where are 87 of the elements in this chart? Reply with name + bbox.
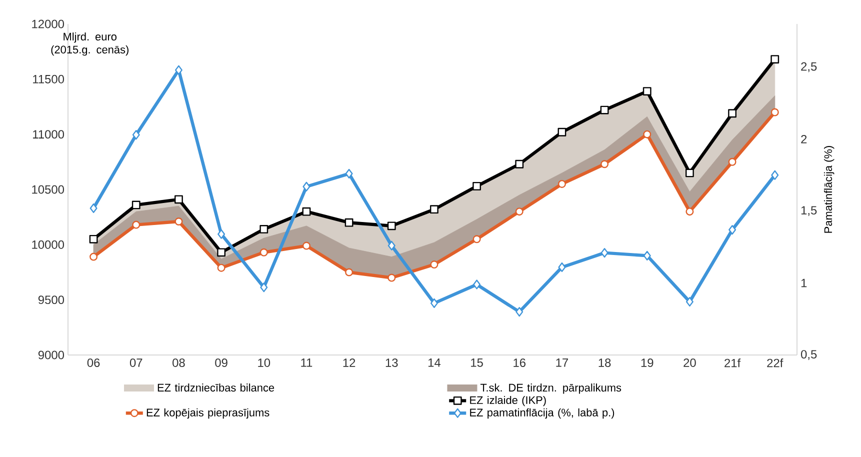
point [430, 298, 438, 308]
legend-label: EZ pamatinflācija (%, labā p.) [470, 408, 614, 419]
point [388, 274, 396, 282]
x-tick-label: 16 [514, 358, 526, 367]
point [515, 160, 524, 168]
x-tick-label: 15 [471, 358, 483, 367]
point [430, 260, 438, 269]
x-tick-label: 07 [130, 358, 142, 367]
point [728, 158, 736, 166]
y2-tick-label: 0,5 [801, 350, 817, 360]
point [771, 170, 779, 180]
x-tick-label: 17 [556, 358, 568, 367]
y-tick-label: 12000 [32, 20, 64, 28]
point [600, 160, 609, 168]
point [558, 128, 566, 136]
point [642, 87, 652, 96]
y-tick-label: 9000 [38, 350, 64, 360]
x-tick-label: 09 [215, 358, 228, 367]
point [770, 55, 780, 64]
point [643, 250, 651, 260]
point [770, 108, 779, 116]
text: T.sk. DE tirdzn. pārpalikums [480, 384, 622, 394]
text: EZ tirdzniecības bilance [158, 384, 274, 392]
x-tick-label: 11 [301, 358, 312, 367]
point [430, 205, 438, 214]
x-tick-label: 22f [767, 358, 784, 368]
y-tick-label: 10000 [32, 240, 64, 249]
point [89, 234, 98, 244]
x-tick-label: 12 [343, 358, 356, 367]
y-tick-label: 10500 [32, 185, 64, 194]
point [302, 207, 311, 216]
point [558, 262, 566, 272]
point [472, 182, 481, 190]
point [218, 229, 226, 239]
legend-label: EZ kopējais pieprasījums [146, 408, 270, 419]
x-tick-label: 19 [641, 358, 654, 367]
y2-tick-label: 1,5 [801, 206, 817, 216]
x-tick-label: 06 [87, 358, 100, 367]
point [217, 264, 226, 272]
point [132, 220, 140, 229]
point [174, 217, 183, 226]
point [472, 235, 481, 244]
y2-tick-label: 1 [801, 278, 807, 288]
point [132, 130, 140, 140]
point [344, 218, 354, 227]
point [345, 168, 353, 178]
point [388, 240, 396, 250]
point [643, 130, 652, 138]
point [600, 248, 608, 258]
point [473, 280, 481, 290]
point [174, 195, 183, 204]
x-tick-label: 08 [172, 358, 185, 367]
point [90, 203, 98, 214]
point [686, 168, 694, 178]
x-tick-label: 21f [724, 358, 741, 368]
x-tick-label: 13 [386, 358, 398, 367]
point [302, 182, 310, 192]
y-tick-label: 9500 [38, 296, 64, 304]
y2-tick-label: 2,5 [801, 62, 817, 72]
point [345, 268, 354, 276]
point [90, 252, 98, 261]
point [260, 225, 268, 234]
point [217, 248, 226, 257]
legend-label: EZ izlaide (IKP) [470, 396, 546, 406]
point [132, 200, 140, 210]
point [558, 180, 566, 188]
point [516, 307, 524, 317]
point [302, 242, 310, 250]
y-axis-title: Mljrd. euro (2015.g. cenās) [51, 32, 128, 56]
point [260, 282, 268, 292]
point [686, 208, 694, 216]
y2-axis-title: Pamatinflācija (%) [824, 146, 834, 233]
point [686, 296, 694, 307]
y2-tick-label: 2 [801, 134, 807, 144]
point [515, 208, 524, 216]
point [600, 106, 609, 114]
x-tick-label: 10 [258, 358, 270, 367]
y-tick-label: 11500 [33, 74, 64, 84]
x-tick-label: 18 [598, 358, 611, 367]
x-tick-label: 14 [428, 358, 441, 367]
point [728, 224, 736, 235]
y-tick-label: 11000 [33, 130, 64, 139]
point [174, 65, 182, 75]
point [260, 248, 268, 256]
point [387, 222, 396, 230]
x-tick-label: 20 [684, 358, 696, 367]
point [728, 109, 736, 118]
